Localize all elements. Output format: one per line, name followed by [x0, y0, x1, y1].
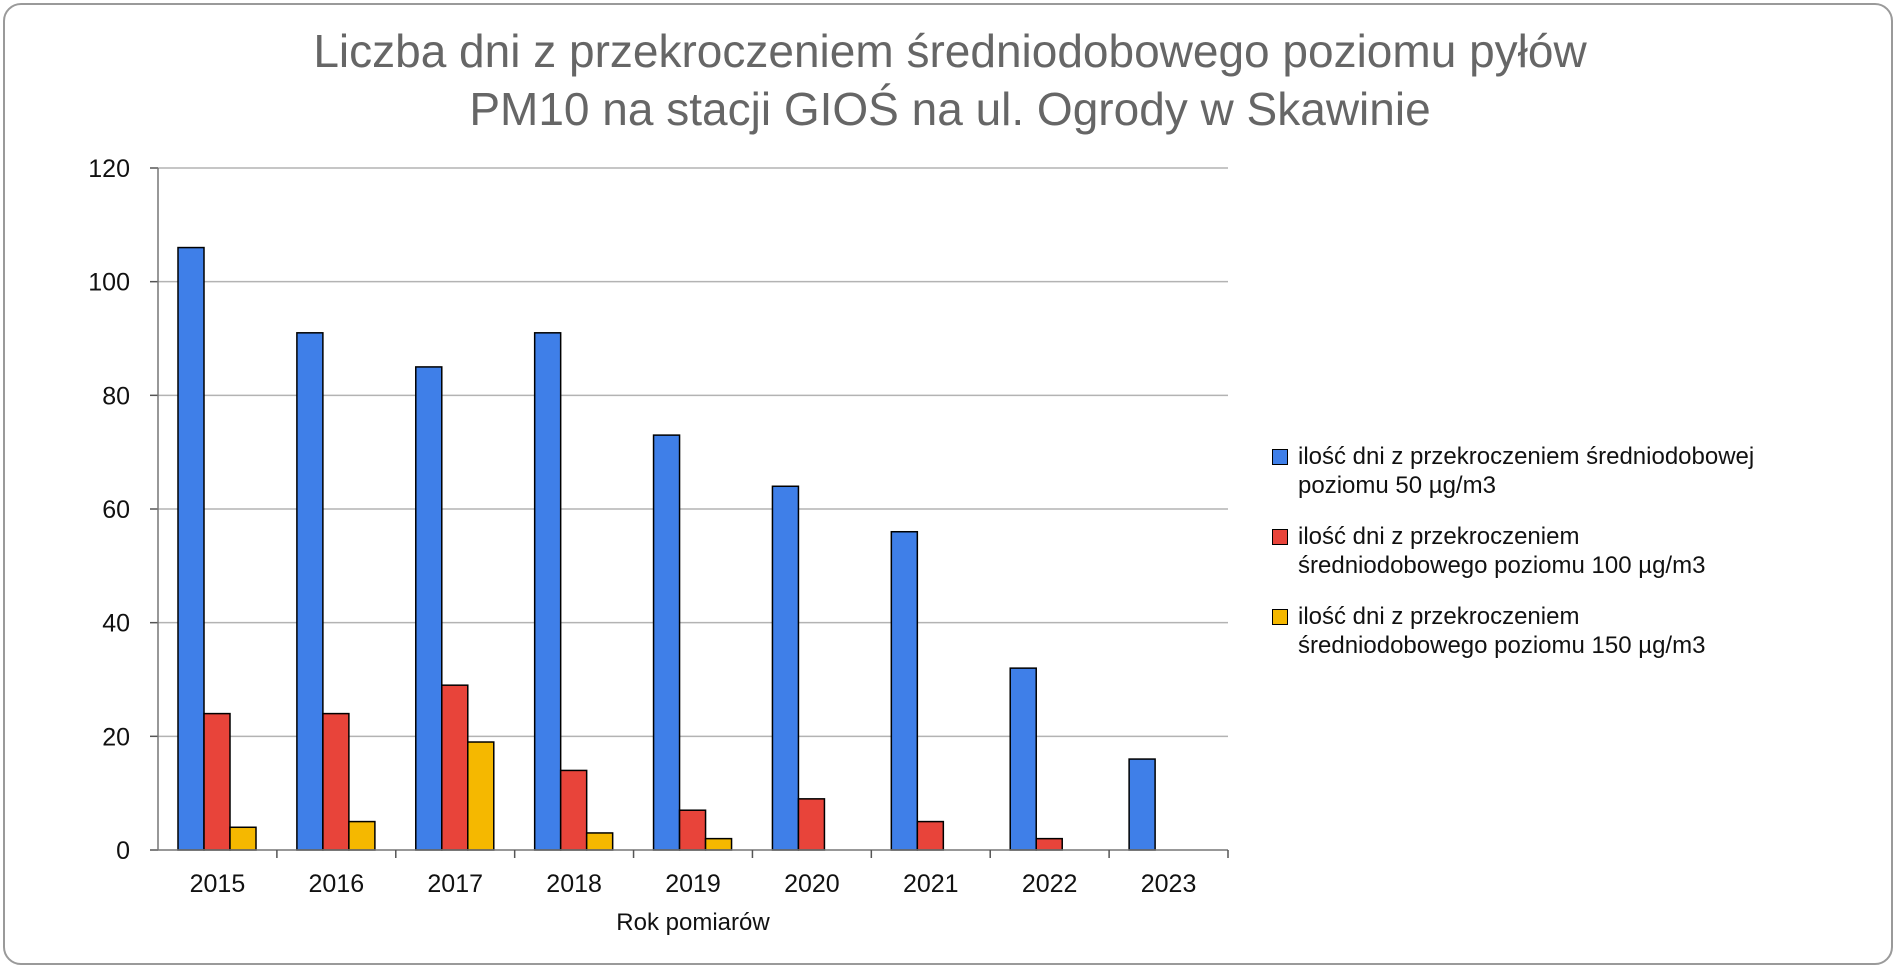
x-tick-label-2020: 2020	[784, 870, 840, 898]
x-tick-label-2018: 2018	[546, 870, 602, 898]
bar-2019-series-1	[652, 434, 681, 851]
y-tick-label-40: 40	[102, 610, 130, 638]
chart-title: Liczba dni z przekroczeniem średniodobow…	[0, 22, 1900, 138]
legend-label-150-line-1: ilość dni z przekroczeniem	[1298, 603, 1580, 630]
y-tick-label-0: 0	[116, 837, 130, 865]
legend-label-100-line-2: średniodobowego poziomu 100 µg/m3	[1298, 552, 1706, 579]
chart-title-line-2: PM10 na stacji GIOŚ na ul. Ogrody w Skaw…	[469, 83, 1431, 135]
axes	[150, 167, 1229, 858]
bar-2020-series-2	[797, 798, 826, 851]
y-axis-ticks: 0 20 40 60 80 100 120	[88, 155, 130, 865]
chart-title-line-1: Liczba dni z przekroczeniem średniodobow…	[313, 25, 1587, 77]
y-tick-label-60: 60	[102, 496, 130, 524]
legend-item-150: ilość dni z przekroczeniem średniodobowe…	[1272, 602, 1892, 660]
x-tick-label-2021: 2021	[903, 870, 959, 898]
x-tick-label-2023: 2023	[1141, 870, 1197, 898]
bar-2016-series-2	[322, 712, 350, 851]
x-axis-label: Rok pomiarów	[616, 909, 770, 936]
bar-2016-series-3	[348, 820, 376, 851]
bar-2021-series-2	[916, 820, 945, 851]
bar-2018-series-2	[559, 769, 588, 851]
y-tick-label-120: 120	[88, 155, 130, 183]
legend-swatch-150	[1272, 609, 1288, 625]
bar-2018-series-3	[585, 832, 614, 851]
legend-item-50: ilość dni z przekroczeniem średniodobowe…	[1272, 442, 1892, 500]
legend: ilość dni z przekroczeniem średniodobowe…	[1272, 442, 1892, 682]
bar-2017-series-2	[441, 684, 469, 851]
x-tick-label-2015: 2015	[190, 870, 246, 898]
x-axis-ticks: 2015 2016 2017 2018 2019 2020 2021 2022 2023	[190, 870, 1197, 898]
bar-2018-series-1	[533, 332, 562, 851]
bar-2022-series-1	[1009, 667, 1037, 851]
x-tick-label-2022: 2022	[1022, 870, 1078, 898]
bar-2017-series-1	[415, 366, 443, 851]
x-tick-label-2019: 2019	[665, 870, 721, 898]
bar-2015-series-2	[203, 712, 231, 851]
bar-2020-series-1	[771, 485, 800, 851]
bars	[177, 246, 1156, 851]
legend-swatch-50	[1272, 449, 1288, 465]
legend-label-150-line-2: średniodobowego poziomu 150 µg/m3	[1298, 632, 1706, 659]
x-tick-label-2017: 2017	[427, 870, 483, 898]
grid-lines	[158, 167, 1228, 738]
y-tick-label-100: 100	[88, 269, 130, 297]
bar-2016-series-1	[296, 332, 324, 851]
legend-item-100: ilość dni z przekroczeniem średniodobowe…	[1272, 522, 1892, 580]
legend-swatch-100	[1272, 529, 1288, 545]
bar-2019-series-2	[678, 809, 707, 851]
y-tick-label-80: 80	[102, 382, 130, 410]
legend-label-100-line-1: ilość dni z przekroczeniem	[1298, 523, 1580, 550]
y-tick-label-20: 20	[102, 723, 130, 751]
bar-2022-series-2	[1035, 837, 1063, 851]
bar-2023-series-1	[1128, 758, 1156, 851]
legend-label-50-line-2: poziomu 50 µg/m3	[1298, 472, 1496, 499]
bar-2021-series-1	[890, 530, 919, 851]
bar-2017-series-3	[467, 741, 495, 851]
legend-label-50-line-1: ilość dni z przekroczeniem średniodobowe…	[1298, 443, 1755, 470]
bar-2015-series-1	[177, 246, 205, 851]
x-tick-label-2016: 2016	[309, 870, 365, 898]
bar-2015-series-3	[229, 826, 257, 851]
bar-2019-series-3	[704, 837, 733, 851]
